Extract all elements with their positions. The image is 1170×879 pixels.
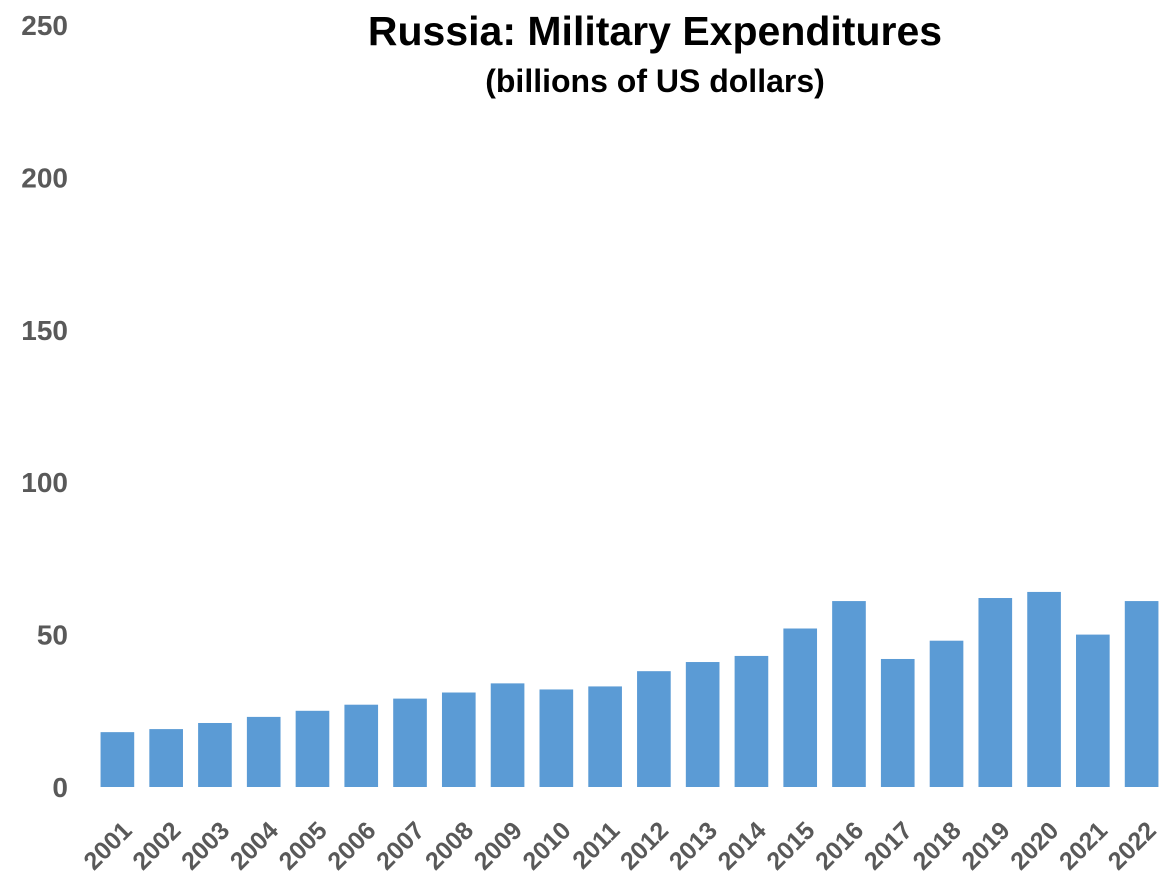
bar-2014 <box>734 655 769 787</box>
bar-2017 <box>880 658 915 787</box>
bar-2005 <box>295 710 330 787</box>
y-tick-label: 250 <box>21 10 68 41</box>
x-tick-label: 2018 <box>908 816 967 875</box>
x-tick-label: 2015 <box>761 816 820 875</box>
bar-2021 <box>1076 634 1110 787</box>
y-tick-label: 150 <box>21 315 68 346</box>
bar-2019 <box>978 598 1013 787</box>
y-tick-label: 200 <box>21 162 68 193</box>
bar-2008 <box>441 692 476 787</box>
bar-2001 <box>100 732 135 787</box>
y-tick-label: 100 <box>21 467 68 498</box>
x-tick-label: 2002 <box>127 816 186 875</box>
bar-2011 <box>588 686 622 787</box>
x-tick-label: 2010 <box>517 816 576 875</box>
bar-2006 <box>344 704 379 787</box>
x-tick-label: 2003 <box>176 816 235 875</box>
x-axis: 2001200220032004200520062007200820092010… <box>78 816 1161 875</box>
x-tick-label: 2017 <box>859 816 918 875</box>
bar-2007 <box>393 698 427 787</box>
x-tick-label: 2009 <box>469 816 528 875</box>
x-tick-label: 2016 <box>810 816 869 875</box>
x-tick-label: 2004 <box>225 816 284 875</box>
x-tick-label: 2008 <box>420 816 479 875</box>
y-tick-label: 50 <box>37 620 68 651</box>
x-tick-label: 2021 <box>1054 816 1113 875</box>
chart-subtitle: (billions of US dollars) <box>485 63 825 99</box>
x-tick-label: 2013 <box>664 816 723 875</box>
bar-2022 <box>1124 601 1159 787</box>
bar-2004 <box>246 716 281 787</box>
chart-title: Russia: Military Expenditures <box>367 8 943 54</box>
bar-2003 <box>198 722 232 787</box>
x-tick-label: 2007 <box>371 816 430 875</box>
bar-2012 <box>637 671 671 787</box>
x-tick-label: 2019 <box>956 816 1015 875</box>
y-tick-label: 0 <box>52 772 68 803</box>
x-tick-label: 2012 <box>615 816 674 875</box>
bar-2009 <box>490 683 525 787</box>
y-axis: 0 50 100 150 200 250 <box>21 10 68 803</box>
x-tick-label: 2005 <box>274 816 333 875</box>
x-tick-label: 2001 <box>78 816 137 875</box>
x-tick-label: 2011 <box>567 816 625 874</box>
bar-2018 <box>929 640 964 787</box>
bar-2010 <box>539 689 574 787</box>
bar-2013 <box>685 662 720 787</box>
bar-2002 <box>149 729 183 787</box>
bar-2015 <box>783 628 818 787</box>
x-tick-label: 2014 <box>713 816 772 875</box>
bar-2020 <box>1027 591 1061 787</box>
x-tick-label: 2006 <box>322 816 381 875</box>
x-tick-label: 2022 <box>1103 816 1162 875</box>
bar-2016 <box>832 601 866 787</box>
x-tick-label: 2020 <box>1005 816 1064 875</box>
bars <box>100 591 1159 787</box>
